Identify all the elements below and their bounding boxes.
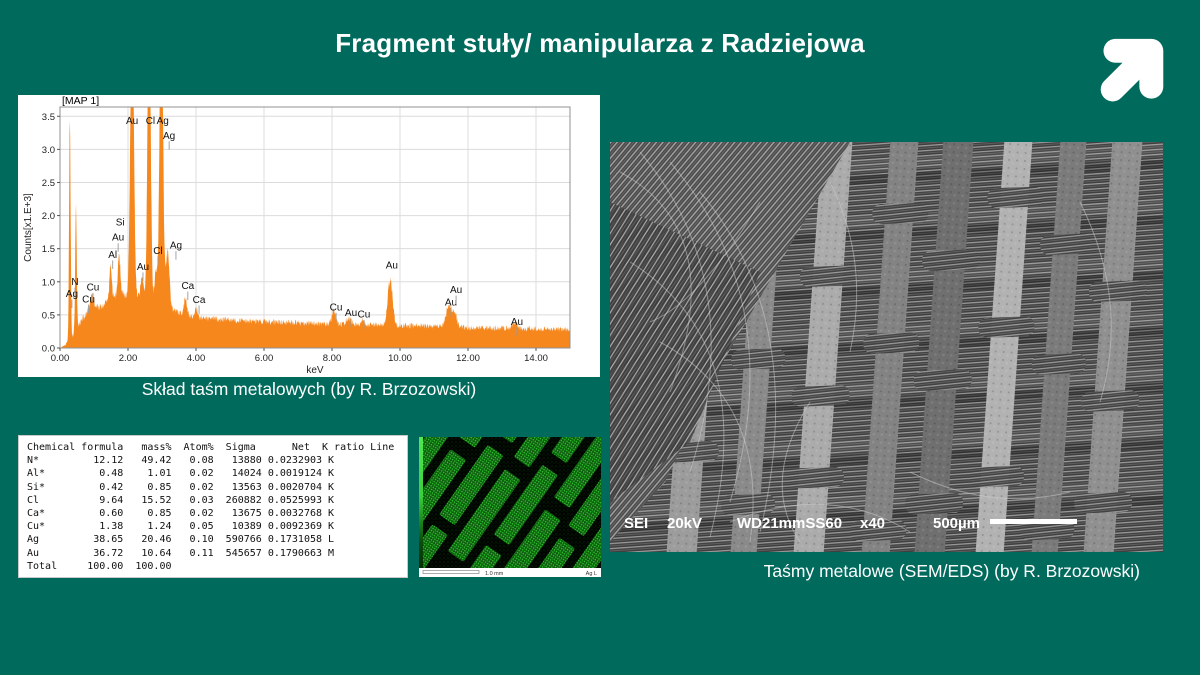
ag-element-map-panel: 1.0 mm Ag L [388,371,638,634]
sem-mode-label: SEI [624,515,648,532]
sem-scale-bar [990,519,1077,524]
x-axis-label: keV [306,365,324,376]
peak-label: N [71,277,78,288]
sem-annotation-bar: SEI 20kV WD21mmSS60 x40 500µm [624,515,1077,532]
svg-text:12.00: 12.00 [456,353,480,364]
map-element-label: Ag L [586,571,597,577]
peak-label: Au [450,285,462,296]
arrow-up-right-icon [1100,38,1164,102]
svg-text:1.5: 1.5 [42,244,55,255]
sem-image: SEI 20kV WD21mmSS60 x40 500µm [590,126,1190,568]
peak-label: Cu [87,282,100,293]
svg-text:0.00: 0.00 [51,353,70,364]
svg-text:6.00: 6.00 [255,353,274,364]
map-intensity-legend [419,437,423,568]
peak-label: Ag [66,289,78,300]
sem-magnification-label: x40 [860,515,885,532]
y-axis-label: Counts[x1.E+3] [23,193,34,262]
map-scale-bar [422,570,480,574]
map-status-bar [419,568,601,577]
spectrum-caption: Skład taśm metalowych (by R. Brzozowski) [141,379,477,399]
peak-label: Au [112,233,124,244]
peak-label: Au [137,262,149,273]
svg-text:8.00: 8.00 [323,353,342,364]
sem-wd-label: WD21mmSS60 [737,515,842,532]
svg-text:2.5: 2.5 [42,178,55,189]
svg-text:0.0: 0.0 [42,344,55,355]
spectrum-area [60,107,570,348]
peak-label: Cl [153,246,162,257]
peak-label: Cl [146,116,155,127]
svg-text:2.0: 2.0 [42,211,55,222]
peak-label: Au [511,317,523,328]
svg-text:4.00: 4.00 [187,353,206,364]
ag-element-map: 1.0 mm Ag L [388,371,638,634]
peak-label: Ca [181,281,194,292]
sem-image-panel: SEI 20kV WD21mmSS60 x40 500µm [590,126,1190,568]
peak-label: Ag [170,241,182,252]
svg-text:3.5: 3.5 [42,112,55,123]
fiber-mass-2 [610,202,760,502]
peak-label: Cu [358,310,371,321]
peak-label: Si [116,218,125,229]
page-title: Fragment stuły/ manipularza z Radziejowa [335,28,865,58]
peak-label: Cu [82,294,95,305]
table-text: Chemical formula mass% Atom% Sigma Net K… [27,442,395,572]
svg-text:14.00: 14.00 [524,353,548,364]
peak-label: Au [126,116,138,127]
svg-text:1.0: 1.0 [42,277,55,288]
stray-fibers [619,151,1112,543]
peak-label: Al [108,250,117,261]
svg-text:2.00: 2.00 [119,353,138,364]
peak-label: Au [345,308,357,319]
peak-label: Ag [163,131,175,142]
peak-label: Au [445,298,457,309]
sem-caption: Taśmy metalowe (SEM/EDS) (by R. Brzozows… [763,561,1140,581]
peak-label: Cu [330,302,343,313]
sem-voltage-label: 20kV [667,515,702,532]
chart-title: [MAP 1] [62,95,99,107]
svg-text:10.00: 10.00 [388,353,412,364]
svg-text:3.0: 3.0 [42,145,55,156]
eds-quantification-table: Chemical formula mass% Atom% Sigma Net K… [18,435,408,578]
map-scale-label: 1.0 mm [485,571,504,577]
eds-spectrum-panel: 0.00 2.00 4.00 6.00 8.00 10.00 12.00 14.00 0.0 0.… [18,95,600,377]
svg-text:0.5: 0.5 [42,310,55,321]
peak-label: Ag [157,116,169,127]
eds-spectrum-chart: 0.00 2.00 4.00 6.00 8.00 10.00 12.00 14.00 0.0 0.… [23,95,571,376]
sem-texture [590,126,1190,568]
sem-scale-label: 500µm [933,515,980,532]
peak-label: Ca [193,295,206,306]
peak-label: Au [386,261,398,272]
